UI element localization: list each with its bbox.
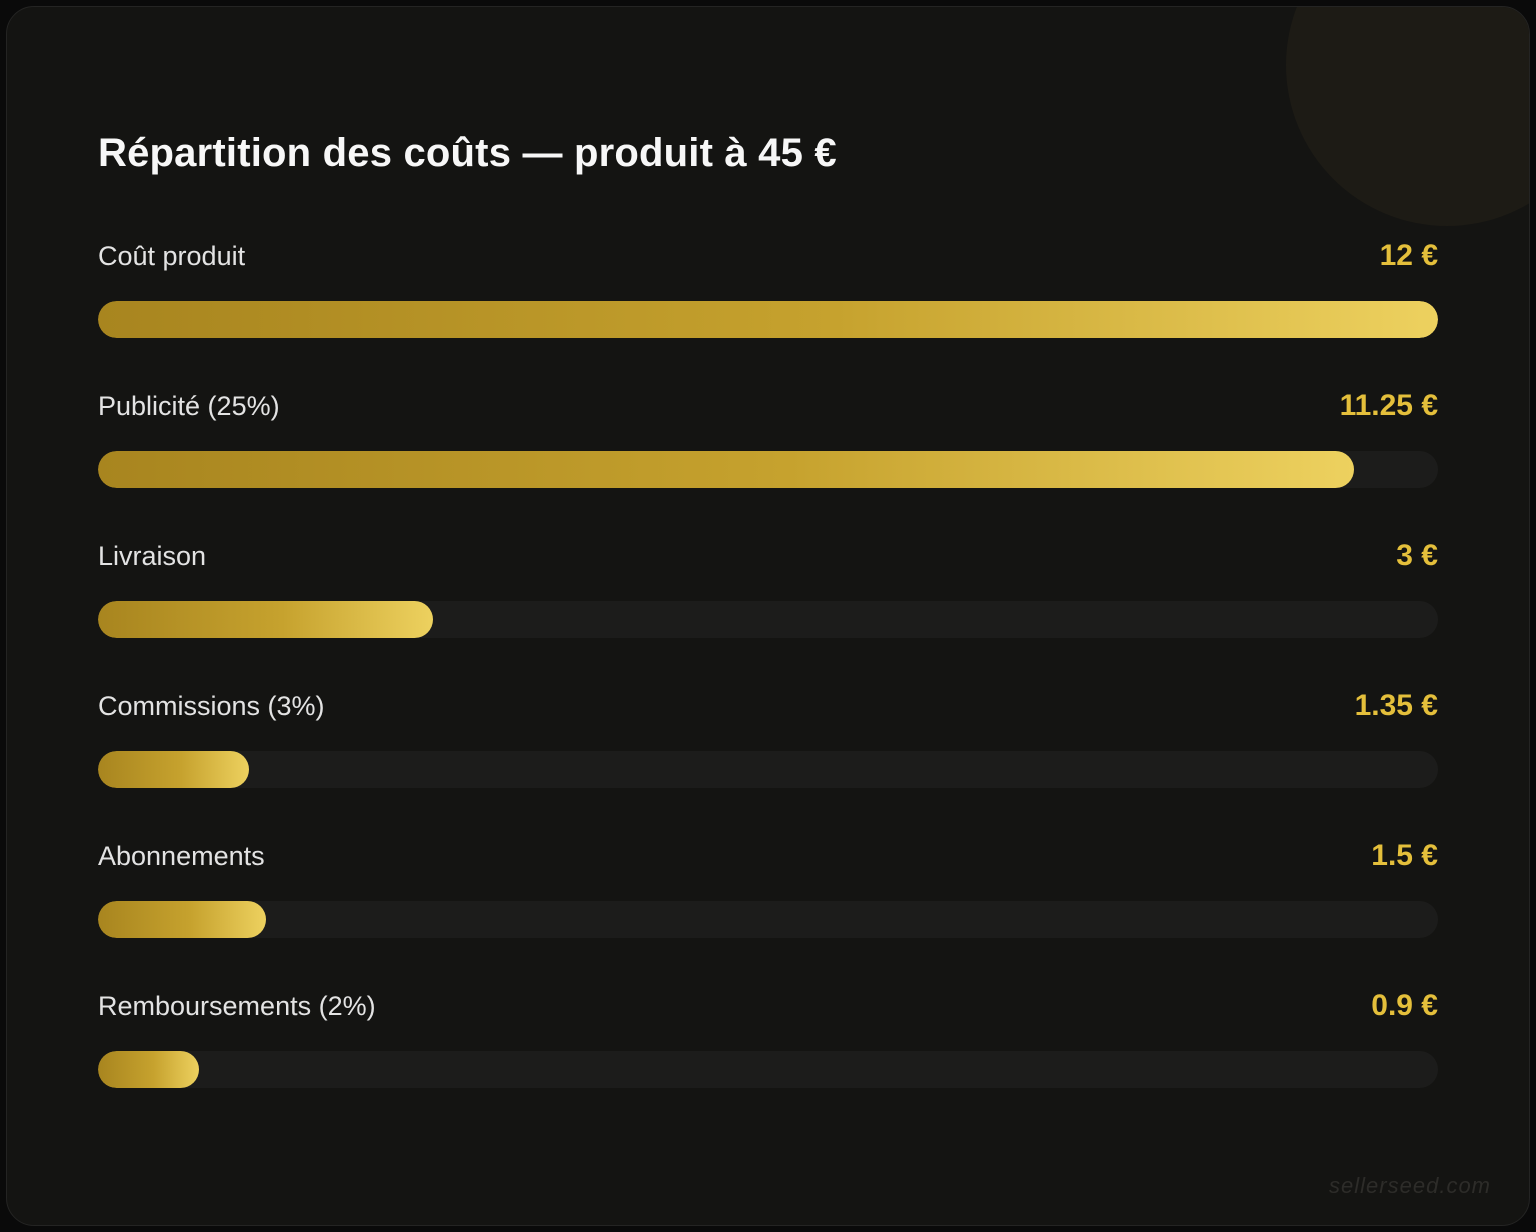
cost-row-head: Coût produit 12 € [98, 239, 1438, 273]
progress-bar-track [98, 301, 1438, 338]
cost-row: Commissions (3%) 1.35 € [98, 689, 1438, 788]
progress-bar-track [98, 451, 1438, 488]
progress-bar-fill [98, 1051, 199, 1088]
cost-row-value: 12 € [1379, 239, 1438, 272]
cost-breakdown-card: Répartition des coûts — produit à 45 € C… [6, 6, 1530, 1226]
cost-row: Abonnements 1.5 € [98, 839, 1438, 938]
cost-row-value: 1.35 € [1354, 689, 1438, 722]
progress-bar-fill [98, 601, 433, 638]
page-title: Répartition des coûts — produit à 45 € [98, 130, 837, 175]
decorative-circle [1286, 7, 1529, 226]
watermark: sellerseed.com [1329, 1173, 1491, 1198]
cost-row-label: Abonnements [98, 841, 265, 871]
progress-bar-track [98, 1051, 1438, 1088]
progress-bar-fill [98, 751, 249, 788]
progress-bar-fill [98, 901, 266, 938]
progress-bar-track [98, 601, 1438, 638]
cost-rows: Coût produit 12 € Publicité (25%) 11.25 … [98, 239, 1438, 1139]
cost-row-label: Publicité (25%) [98, 391, 280, 421]
progress-bar-track [98, 751, 1438, 788]
cost-row-head: Remboursements (2%) 0.9 € [98, 989, 1438, 1023]
cost-row-head: Livraison 3 € [98, 539, 1438, 573]
cost-row-value: 11.25 € [1339, 389, 1438, 422]
cost-row-head: Abonnements 1.5 € [98, 839, 1438, 873]
progress-bar-fill [98, 301, 1438, 338]
cost-row-value: 3 € [1396, 539, 1438, 572]
cost-row: Publicité (25%) 11.25 € [98, 389, 1438, 488]
cost-row: Remboursements (2%) 0.9 € [98, 989, 1438, 1088]
cost-row-value: 0.9 € [1371, 989, 1438, 1022]
cost-row-value: 1.5 € [1371, 839, 1438, 872]
cost-row-label: Commissions (3%) [98, 691, 325, 721]
cost-row-head: Publicité (25%) 11.25 € [98, 389, 1438, 423]
cost-row-head: Commissions (3%) 1.35 € [98, 689, 1438, 723]
progress-bar-track [98, 901, 1438, 938]
cost-row: Livraison 3 € [98, 539, 1438, 638]
cost-row-label: Livraison [98, 541, 207, 571]
cost-row-label: Coût produit [98, 241, 246, 271]
cost-row-label: Remboursements (2%) [98, 991, 376, 1021]
cost-row: Coût produit 12 € [98, 239, 1438, 338]
progress-bar-fill [98, 451, 1355, 488]
